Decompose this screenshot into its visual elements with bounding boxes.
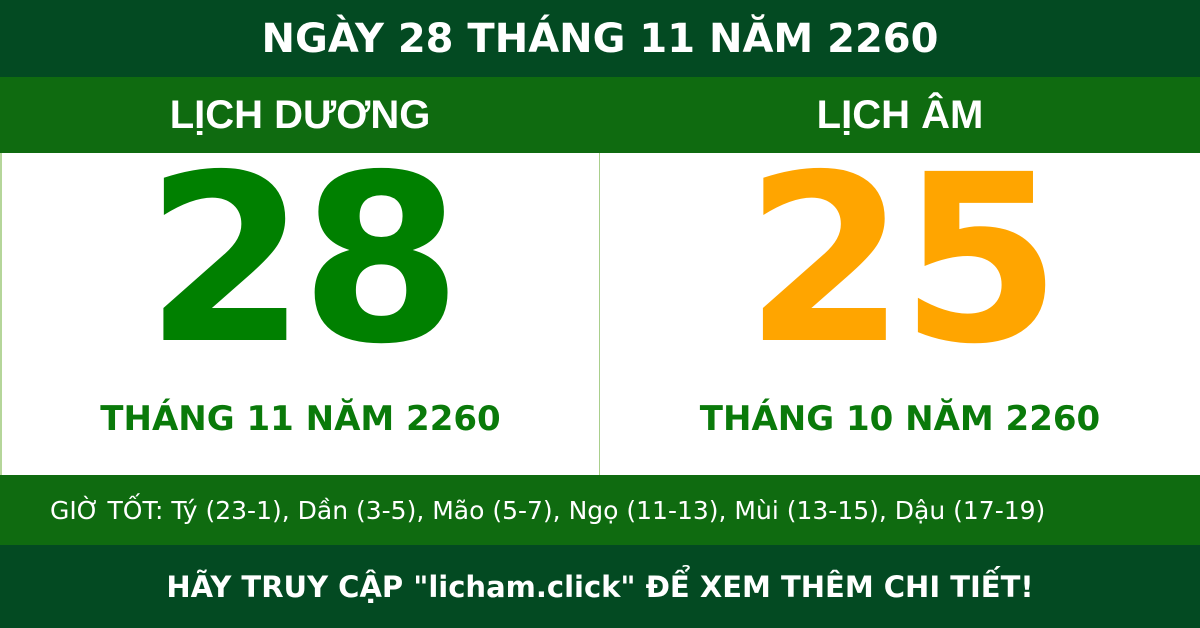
solar-day: 28: [145, 125, 462, 395]
good-hours: GIỜ TỐT: Tý (23-1), Dần (3-5), Mão (5-7)…: [0, 475, 1200, 545]
lunar-month-year: THÁNG 10 NĂM 2260: [699, 399, 1101, 439]
calendar-headings: LỊCH DƯƠNG LỊCH ÂM: [0, 77, 1200, 153]
footer-cta: HÃY TRUY CẬP "licham.click" ĐỂ XEM THÊM …: [0, 545, 1200, 628]
page-title: NGÀY 28 THÁNG 11 NĂM 2260: [0, 0, 1200, 77]
solar-panel: 28 THÁNG 11 NĂM 2260: [0, 144, 600, 475]
solar-month-year: THÁNG 11 NĂM 2260: [100, 399, 501, 439]
calendar-body: 28 THÁNG 11 NĂM 2260 25 THÁNG 10 NĂM 226…: [0, 144, 1200, 475]
lunar-heading: LỊCH ÂM: [816, 92, 984, 137]
solar-heading: LỊCH DƯƠNG: [169, 92, 431, 137]
lunar-day: 25: [744, 125, 1062, 395]
lunar-panel: 25 THÁNG 10 NĂM 2260: [600, 144, 1200, 475]
